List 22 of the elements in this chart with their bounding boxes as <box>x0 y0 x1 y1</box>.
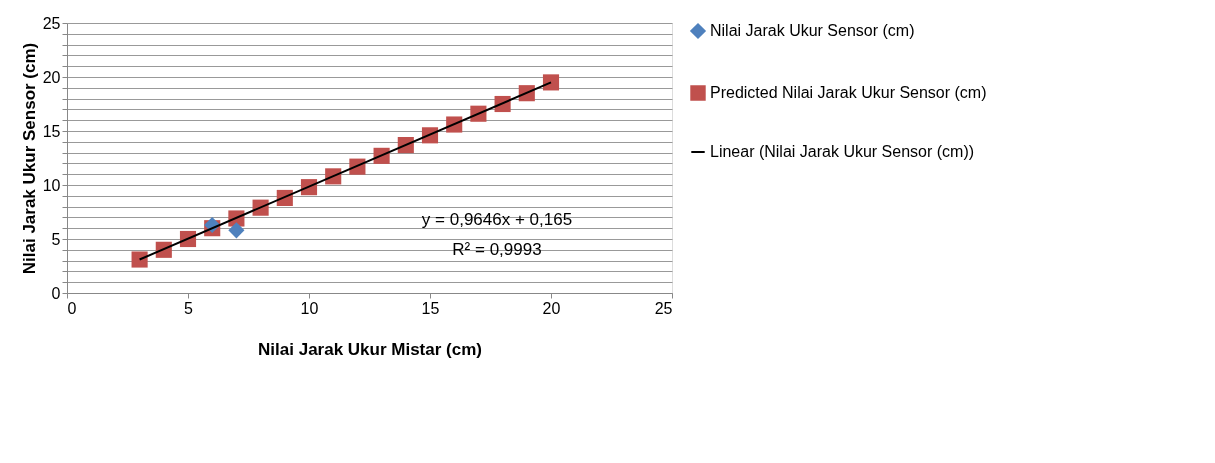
x-tick-label: 0 <box>67 299 77 317</box>
y-tick-label: 20 <box>42 68 61 86</box>
annotation: y = 0,9646x + 0,165 <box>421 210 573 229</box>
y-tick-label: 25 <box>42 14 61 32</box>
x-tick-label: 10 <box>300 299 319 317</box>
x-tick-label: 25 <box>654 299 673 317</box>
point <box>131 251 148 268</box>
y-tick-label: 5 <box>51 230 61 248</box>
y-tick-label: 15 <box>42 122 61 140</box>
y-axis-title: Nilai Jarak Ukur Sensor (cm) <box>19 42 39 275</box>
y-tick-label: 0 <box>51 284 61 302</box>
x-tick-label: 20 <box>542 299 561 317</box>
legend-label: Linear (Nilai Jarak Ukur Sensor (cm)) <box>710 143 975 160</box>
x-tick-label: 15 <box>421 299 440 317</box>
annotation: R² = 0,9993 <box>452 240 542 259</box>
y-tick-label: 10 <box>42 176 61 194</box>
point <box>542 74 560 91</box>
legend-label: Predicted Nilai Jarak Ukur Sensor (cm) <box>710 84 987 101</box>
point <box>228 222 245 239</box>
legend-label: Nilai Jarak Ukur Sensor (cm) <box>710 22 915 39</box>
x-axis-title: Nilai Jarak Ukur Mistar (cm) <box>258 339 482 359</box>
x-tick-label: 5 <box>184 299 194 317</box>
